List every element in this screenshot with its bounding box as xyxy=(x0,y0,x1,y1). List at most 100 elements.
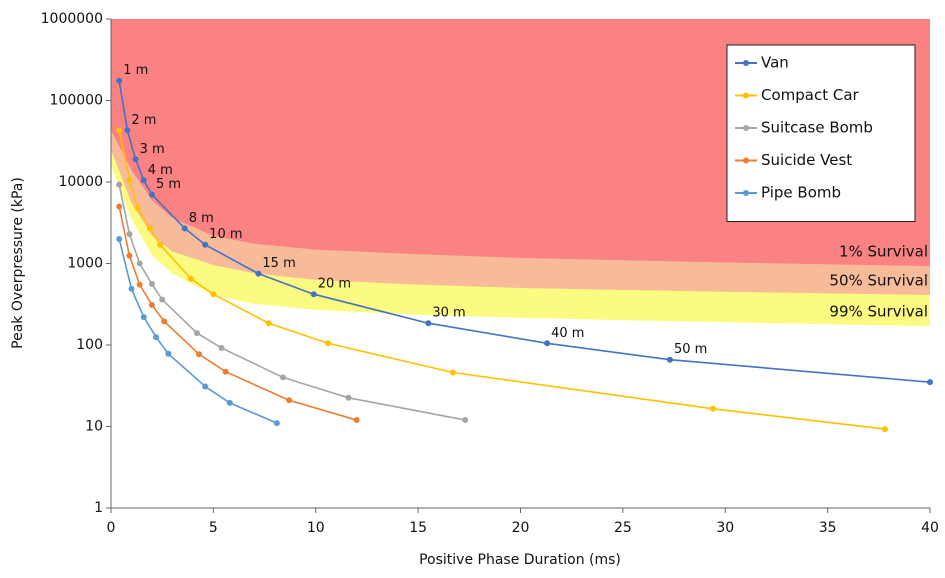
data-point xyxy=(449,369,456,376)
data-point xyxy=(325,340,332,347)
legend-marker xyxy=(743,92,749,99)
point-label: 1 m xyxy=(123,63,148,78)
data-point xyxy=(286,397,293,404)
data-point xyxy=(218,344,225,351)
legend-label: Pipe Bomb xyxy=(761,184,841,202)
x-tick-label: 30 xyxy=(716,520,734,536)
legend-marker xyxy=(743,125,749,131)
data-point xyxy=(310,291,317,298)
y-tick-label: 100000 xyxy=(50,93,103,109)
data-point xyxy=(202,241,209,248)
data-point xyxy=(345,394,352,401)
legend: Van Compact Car Suitcase Bomb Suicide Vest P… xyxy=(726,44,916,222)
x-axis-title: Positive Phase Duration (ms) xyxy=(419,552,621,568)
region-label: 99% Survival xyxy=(829,303,928,321)
survival-region xyxy=(111,19,930,267)
x-tick-label: 15 xyxy=(409,520,427,536)
legend-label: Suitcase Bomb xyxy=(761,119,873,137)
data-point xyxy=(124,127,131,134)
y-tick-label: 1000000 xyxy=(41,11,103,27)
data-point xyxy=(462,417,469,424)
x-tick-label: 25 xyxy=(614,520,632,536)
data-point xyxy=(265,320,272,327)
regions: 99% Survival 50% Survival 1% Survival xyxy=(111,19,930,327)
data-point xyxy=(153,334,160,341)
point-label: 10 m xyxy=(209,227,242,242)
data-point xyxy=(187,275,194,282)
x-tick-label: 5 xyxy=(209,520,218,536)
region-label: 1% Survival xyxy=(839,243,928,261)
data-point xyxy=(161,318,168,325)
data-point xyxy=(165,350,172,357)
data-point xyxy=(126,177,133,184)
point-label: 50 m xyxy=(674,342,707,357)
data-point xyxy=(116,203,123,210)
data-point xyxy=(116,127,123,134)
y-tick-label: 100 xyxy=(76,337,103,353)
legend-label: Suicide Vest xyxy=(761,151,852,169)
data-point xyxy=(279,374,286,381)
data-point xyxy=(202,383,209,390)
x-tick-label: 0 xyxy=(107,520,116,536)
data-point xyxy=(255,270,262,277)
point-label: 20 m xyxy=(318,277,351,292)
x-tick-label: 10 xyxy=(307,520,325,536)
x-tick-label: 40 xyxy=(921,520,939,536)
data-point xyxy=(544,340,551,347)
series: 1 m 2 m 3 m 4 m5 m 8 m10 m 15 m 20 m 30 m 40 m 50… xyxy=(116,63,933,433)
y-tick-label: 1000 xyxy=(67,256,103,272)
data-point xyxy=(881,426,888,433)
data-point xyxy=(927,379,933,386)
data-point xyxy=(126,231,133,238)
data-point xyxy=(222,368,229,375)
series-line xyxy=(118,238,278,424)
x-tick-label: 35 xyxy=(819,520,837,536)
data-point xyxy=(132,156,139,163)
legend-marker xyxy=(743,157,749,164)
data-point xyxy=(116,77,123,84)
x-tick-label: 20 xyxy=(512,520,530,536)
data-point xyxy=(196,351,203,358)
point-label: 4 m xyxy=(148,163,173,178)
data-point xyxy=(159,296,166,303)
y-tick-label: 10 xyxy=(85,419,103,435)
data-point xyxy=(157,241,164,248)
data-point xyxy=(140,177,147,184)
data-point xyxy=(148,191,155,198)
data-point xyxy=(126,252,133,259)
data-point xyxy=(128,285,135,292)
data-point xyxy=(425,320,432,327)
data-point xyxy=(273,420,280,427)
data-point xyxy=(136,260,143,267)
data-point xyxy=(116,181,123,188)
data-point xyxy=(226,399,233,406)
data-point xyxy=(140,314,147,321)
data-point xyxy=(148,301,155,308)
point-label: 30 m xyxy=(432,306,465,321)
y-tick-label: 10000 xyxy=(58,174,103,190)
region-label: 50% Survival xyxy=(829,272,928,290)
series-line xyxy=(118,130,886,430)
data-point xyxy=(148,281,155,288)
data-point xyxy=(146,225,153,232)
point-label: 40 m xyxy=(551,326,584,341)
series-line xyxy=(118,184,466,421)
legend-marker xyxy=(743,60,749,66)
point-label: 5 m xyxy=(156,177,181,192)
data-point xyxy=(210,291,217,298)
data-point xyxy=(709,405,716,412)
point-label: 15 m xyxy=(262,256,295,271)
data-point xyxy=(353,417,360,424)
point-label: 2 m xyxy=(131,113,156,128)
point-label: 8 m xyxy=(189,211,214,226)
legend-marker xyxy=(743,190,749,196)
point-label: 3 m xyxy=(140,142,165,157)
y-tick-label: 1 xyxy=(94,500,103,516)
data-point xyxy=(666,356,673,363)
y-axis-title: Peak Overpressure (kPa) xyxy=(10,177,26,349)
data-point xyxy=(136,281,143,288)
legend-label: Compact Car xyxy=(761,86,860,104)
data-point xyxy=(193,330,200,337)
